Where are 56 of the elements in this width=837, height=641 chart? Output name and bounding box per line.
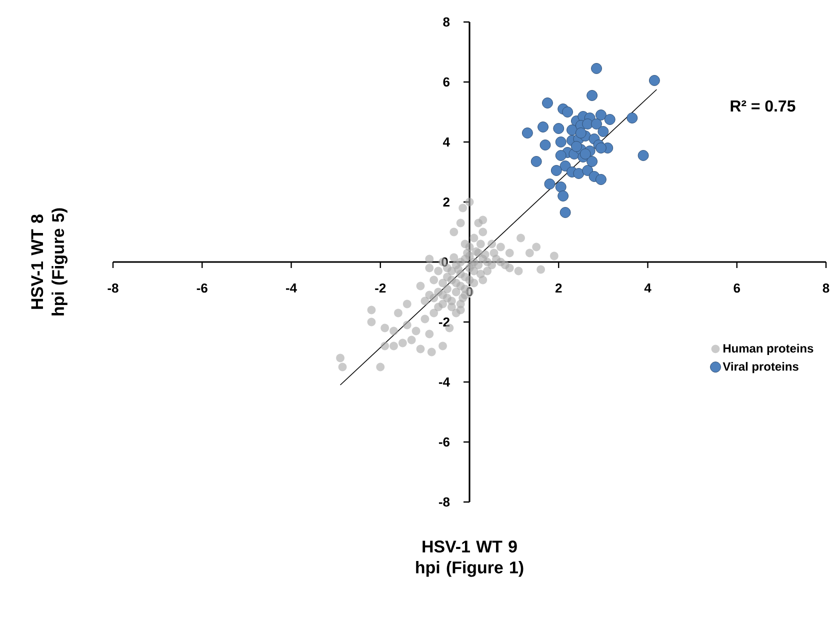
point [555, 182, 566, 192]
x-tick-label: 0 [466, 287, 473, 296]
point [522, 128, 533, 138]
point [571, 141, 582, 152]
point [591, 63, 602, 74]
point [596, 110, 606, 120]
point [575, 128, 586, 138]
y-tick-label: -4 [438, 378, 450, 386]
x-axis-title: HSV-1 WT 9 hpi (Figure 1) [416, 540, 524, 577]
point [560, 207, 571, 218]
point [550, 165, 562, 176]
point [591, 118, 602, 130]
legend-label: Viral proteins [722, 362, 798, 374]
x-tick-label: -6 [196, 284, 208, 293]
point [586, 156, 598, 167]
x-tick-label: -4 [286, 284, 297, 292]
point [530, 156, 542, 167]
y-axis-title: HSV-1 WT 8 hpi (Figure 5) [31, 208, 68, 316]
x-tick-label: 6 [734, 284, 740, 293]
y-tick-label: 4 [442, 138, 450, 146]
x-tick-label: -2 [375, 284, 386, 293]
point [604, 114, 616, 125]
y-tick-label: -8 [438, 497, 450, 507]
y-tick-label: -6 [438, 437, 450, 447]
y-tick-label: 0 [442, 257, 448, 267]
point [544, 178, 556, 190]
point [580, 148, 591, 160]
point [538, 122, 548, 132]
point [598, 126, 609, 137]
point [555, 136, 566, 148]
legend-label: Human proteins [723, 344, 814, 355]
point [558, 190, 569, 202]
point [626, 112, 638, 124]
y-tick-label: -2 [438, 317, 450, 327]
point [562, 106, 573, 118]
point [573, 168, 584, 179]
x-tick-label: 8 [822, 284, 830, 293]
point [586, 90, 598, 101]
point [582, 165, 594, 176]
x-tick-label: -8 [108, 284, 118, 293]
point [540, 140, 551, 150]
y-tick-label: 8 [443, 17, 450, 27]
annotation: R² = 0.75 [730, 100, 796, 112]
x-tick-label: 2 [555, 284, 562, 293]
x-tick-label: 4 [644, 284, 652, 292]
point [542, 98, 553, 108]
point [596, 174, 606, 185]
point [596, 142, 606, 154]
point [553, 123, 564, 134]
y-tick-label: 2 [443, 197, 450, 207]
point [566, 124, 578, 136]
y-tick-label: 6 [443, 77, 450, 87]
point [638, 150, 649, 161]
point [555, 150, 566, 161]
point [560, 160, 571, 172]
point [648, 75, 660, 86]
